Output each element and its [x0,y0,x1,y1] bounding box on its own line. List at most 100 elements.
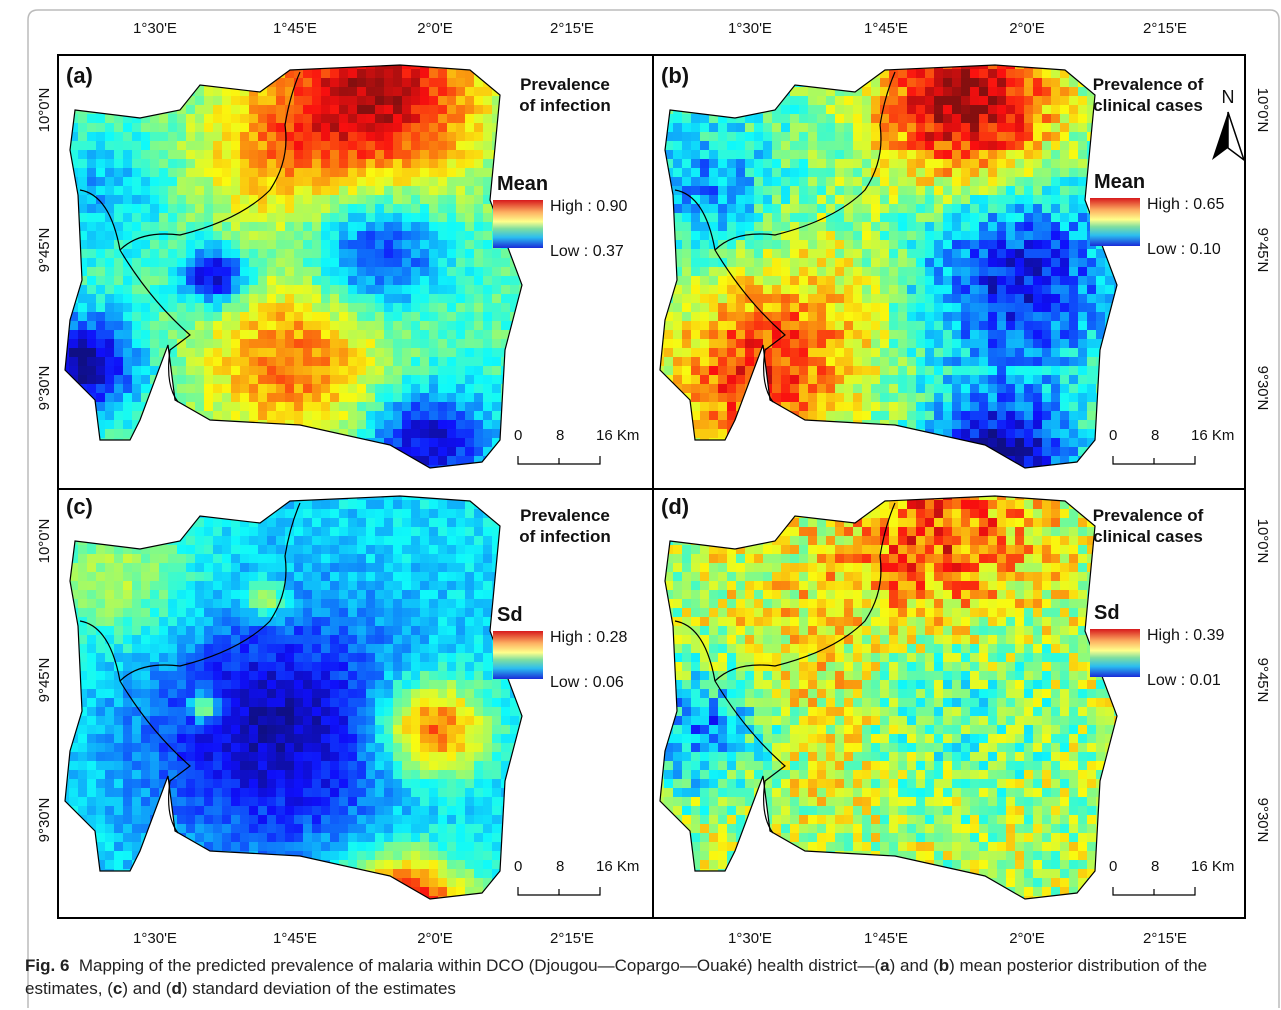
raster-cell [1033,285,1043,295]
raster-cell [664,438,674,448]
raster-cell [826,195,836,205]
raster-cell [177,168,187,178]
raster-cell [60,96,70,106]
raster-cell [105,303,115,313]
raster-cell [871,177,881,187]
raster-cell [961,69,971,79]
raster-cell [168,123,178,133]
raster-cell [1033,105,1043,115]
raster-cell [105,348,115,358]
raster-cell [240,321,250,331]
raster-cell [934,330,944,340]
raster-cell [1078,69,1088,79]
raster-cell [907,384,917,394]
raster-cell [132,375,142,385]
raster-cell [763,213,773,223]
raster-cell [114,339,124,349]
raster-cell [159,141,169,151]
raster-cell [258,258,268,268]
raster-cell [357,195,367,205]
raster-cell [177,500,187,510]
raster-cell [997,78,1007,88]
raster-cell [826,285,836,295]
raster-cell [1042,321,1052,331]
raster-cell [240,240,250,250]
raster-cell [799,438,809,448]
raster-cell [231,402,241,412]
raster-cell [1087,375,1097,385]
raster-cell [393,321,403,331]
raster-cell [357,150,367,160]
raster-cell [492,456,502,466]
raster-cell [222,267,232,277]
raster-cell [718,348,728,358]
scale-bar [1113,456,1195,464]
raster-cell [348,348,358,358]
raster-cell [438,348,448,358]
raster-cell [69,285,79,295]
raster-cell [240,114,250,124]
raster-cell [276,303,286,313]
raster-cell [655,411,665,421]
raster-cell [943,168,953,178]
raster-cell [682,258,692,268]
raster-cell [69,357,79,367]
raster-cell [970,168,980,178]
raster-cell [429,177,439,187]
raster-cell [817,384,827,394]
raster-cell [348,60,358,70]
raster-cell [961,339,971,349]
raster-cell [844,249,854,259]
raster-cell [123,213,133,223]
raster-cell [339,177,349,187]
raster-cell [925,159,935,169]
raster-cell [348,321,358,331]
raster-cell [348,509,358,519]
raster-cell [1042,195,1052,205]
raster-cell [321,258,331,268]
raster-cell [456,114,466,124]
raster-cell [483,456,493,466]
legend-title: Mean [497,173,548,195]
raster-cell [276,321,286,331]
raster-cell [420,500,430,510]
raster-cell [357,393,367,403]
raster-cell [808,393,818,403]
raster-cell [907,249,917,259]
raster-cell [727,168,737,178]
raster-cell [258,285,268,295]
raster-cell [1024,375,1034,385]
raster-cell [1006,159,1016,169]
raster-cell [105,491,115,501]
raster-cell [249,222,259,232]
raster-cell [474,96,484,106]
raster-cell [474,159,484,169]
raster-cell [700,456,710,466]
raster-cell [384,509,394,519]
raster-cell [123,96,133,106]
raster-cell [889,438,899,448]
raster-cell [303,393,313,403]
raster-cell [393,141,403,151]
raster-cell [177,491,187,501]
raster-cell [123,375,133,385]
raster-cell [1078,366,1088,376]
raster-cell [1078,87,1088,97]
raster-cell [474,393,484,403]
raster-cell [970,285,980,295]
raster-cell [790,231,800,241]
raster-cell [267,168,277,178]
raster-cell [817,393,827,403]
raster-cell [420,411,430,421]
raster-cell [249,285,259,295]
raster-cell [979,240,989,250]
raster-cell [141,429,151,439]
raster-cell [366,240,376,250]
raster-cell [943,258,953,268]
raster-cell [1105,114,1115,124]
raster-cell [835,438,845,448]
raster-cell [943,141,953,151]
raster-cell [438,114,448,124]
raster-cell [979,132,989,142]
raster-cell [898,447,908,457]
